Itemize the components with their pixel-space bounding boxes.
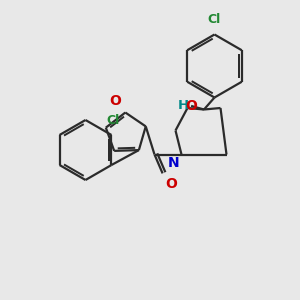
Text: Cl: Cl	[106, 114, 120, 127]
Text: N: N	[167, 156, 179, 170]
Text: O: O	[166, 177, 178, 191]
Text: Cl: Cl	[208, 13, 221, 26]
Text: H: H	[177, 99, 188, 112]
Text: O: O	[109, 94, 121, 108]
Text: O: O	[185, 99, 197, 113]
